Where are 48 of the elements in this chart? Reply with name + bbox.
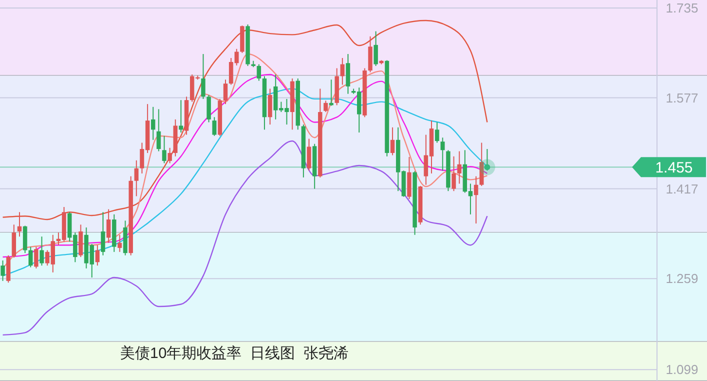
candlestick (374, 30, 378, 66)
candlestick (34, 246, 38, 269)
text: 美债10年期收益率 日线图 张尧浠 (120, 345, 348, 362)
y-tick-label: 1.577 (666, 90, 698, 106)
candlestick (201, 54, 206, 100)
line-series (2, 140, 488, 336)
y-tick-label: 1.735 (666, 0, 698, 16)
candlestick (0, 260, 5, 282)
candlestick (223, 79, 228, 105)
candlestick (17, 212, 22, 238)
candlestick (12, 224, 16, 258)
candlestick (256, 64, 262, 82)
candlestick (134, 160, 139, 197)
candlestick (178, 100, 184, 133)
candlestick (340, 58, 345, 86)
candlestick (329, 79, 334, 106)
candlestick (118, 234, 122, 252)
candlestick (480, 142, 484, 186)
candlestick (168, 147, 172, 164)
ref-line-label: 1.455 (655, 160, 693, 177)
candlestick (346, 54, 350, 94)
candlestick (434, 122, 440, 144)
candlestick (306, 138, 312, 172)
candlestick (457, 150, 462, 184)
candlestick (206, 94, 211, 123)
candlestick (100, 212, 106, 256)
candlestick (268, 88, 272, 126)
candlestick (106, 208, 111, 244)
candlestick (368, 36, 372, 73)
candlestick (78, 224, 83, 258)
candlestick (212, 116, 216, 136)
y-tick-label: 1.259 (666, 271, 698, 286)
line-series (2, 20, 488, 220)
candlestick (156, 108, 161, 152)
candlestick (452, 156, 456, 192)
candlestick (440, 137, 445, 172)
candlestick (28, 246, 33, 268)
candlestick (95, 244, 100, 266)
y-tick-label: 1.099 (666, 362, 698, 378)
y-tick-label: 1.417 (666, 181, 698, 196)
candlestick (390, 126, 395, 156)
candlestick (22, 225, 28, 254)
candlestick (151, 106, 156, 140)
candlestick (6, 254, 10, 284)
candlestick (162, 135, 166, 164)
candlestick (474, 176, 478, 224)
candlestick (40, 236, 44, 266)
candlestick (324, 100, 328, 113)
